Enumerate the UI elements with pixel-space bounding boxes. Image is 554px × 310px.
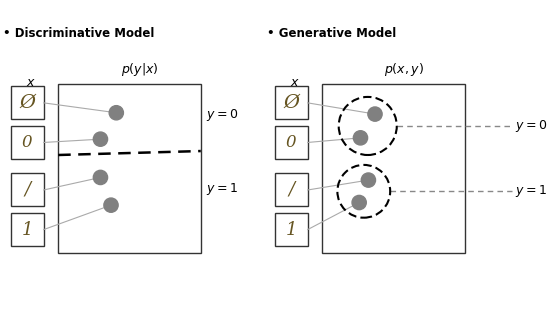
- Text: $p(x, y)$: $p(x, y)$: [384, 61, 424, 78]
- Circle shape: [93, 170, 107, 184]
- Circle shape: [109, 106, 124, 120]
- Text: 0: 0: [286, 134, 296, 151]
- FancyBboxPatch shape: [11, 126, 44, 159]
- Text: 0: 0: [22, 134, 33, 151]
- FancyBboxPatch shape: [322, 84, 465, 253]
- Text: $x$: $x$: [290, 76, 299, 89]
- FancyBboxPatch shape: [275, 174, 307, 206]
- Circle shape: [352, 195, 366, 210]
- Text: 1: 1: [22, 221, 33, 239]
- FancyBboxPatch shape: [58, 84, 201, 253]
- Text: $y = 0$: $y = 0$: [206, 107, 238, 123]
- Text: 1: 1: [285, 221, 297, 239]
- Text: $x$: $x$: [25, 76, 35, 89]
- FancyBboxPatch shape: [275, 126, 307, 159]
- Text: • Generative Model: • Generative Model: [267, 27, 396, 40]
- Text: /: /: [24, 181, 30, 199]
- Text: Ø: Ø: [283, 94, 299, 112]
- FancyBboxPatch shape: [11, 86, 44, 119]
- Circle shape: [353, 131, 368, 145]
- Text: $y = 1$: $y = 1$: [515, 183, 547, 199]
- Text: $y = 1$: $y = 1$: [206, 181, 238, 197]
- Circle shape: [93, 132, 107, 146]
- Circle shape: [104, 198, 118, 212]
- Text: /: /: [288, 181, 294, 199]
- Text: $p(y|x)$: $p(y|x)$: [121, 61, 159, 78]
- FancyBboxPatch shape: [275, 86, 307, 119]
- Text: • Discriminative Model: • Discriminative Model: [3, 27, 154, 40]
- Circle shape: [368, 107, 382, 121]
- FancyBboxPatch shape: [11, 174, 44, 206]
- Text: $y = 0$: $y = 0$: [515, 118, 547, 134]
- Circle shape: [361, 173, 376, 187]
- FancyBboxPatch shape: [11, 213, 44, 246]
- Text: Ø: Ø: [19, 94, 35, 112]
- FancyBboxPatch shape: [275, 213, 307, 246]
